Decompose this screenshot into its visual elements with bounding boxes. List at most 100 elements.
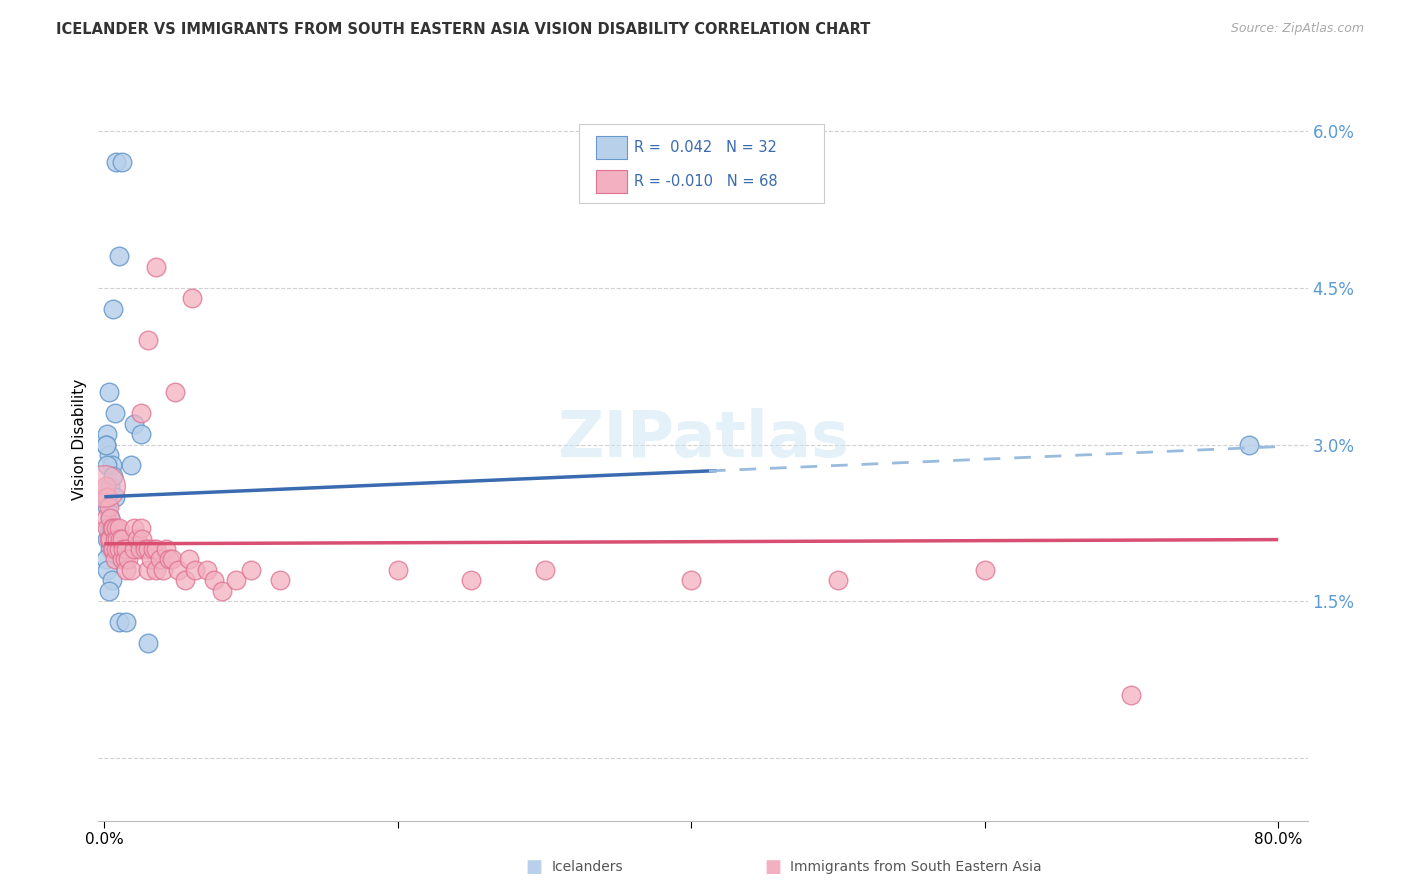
Point: [101, 541, 124, 556]
Point: [174, 574, 197, 588]
Point: [129, 521, 152, 535]
Point: [100, 541, 122, 556]
Point: [97, 583, 120, 598]
Point: [120, 458, 142, 473]
Point: [98, 541, 121, 556]
Point: [136, 333, 159, 347]
Point: [115, 541, 138, 556]
Point: [387, 563, 409, 577]
Point: [94, 479, 117, 493]
Point: [105, 541, 128, 556]
Point: [141, 552, 163, 566]
Point: [225, 574, 247, 588]
Point: [163, 385, 186, 400]
Point: [202, 574, 225, 588]
Point: [98, 532, 121, 546]
Point: [122, 521, 145, 535]
Point: [94, 437, 117, 451]
Point: [152, 563, 174, 577]
Point: [533, 563, 555, 577]
Point: [101, 301, 124, 316]
Point: [103, 552, 125, 566]
Point: [94, 552, 117, 566]
Point: [157, 552, 180, 566]
Point: [136, 636, 159, 650]
Point: [108, 250, 131, 264]
Point: [94, 437, 117, 451]
Point: [96, 563, 118, 577]
Point: [115, 615, 138, 629]
Point: [142, 541, 165, 556]
Point: [98, 510, 121, 524]
Point: [269, 574, 291, 588]
Point: [129, 427, 152, 442]
Point: [103, 490, 125, 504]
Point: [136, 541, 159, 556]
Point: [96, 427, 118, 442]
Point: [103, 532, 125, 546]
Point: [179, 552, 201, 566]
Point: [96, 500, 118, 515]
Point: [97, 385, 120, 400]
Point: [97, 448, 120, 462]
Point: [108, 521, 131, 535]
Point: [110, 532, 132, 546]
Point: [681, 574, 703, 588]
Point: [195, 563, 218, 577]
Text: R = -0.010   N = 68: R = -0.010 N = 68: [634, 174, 778, 189]
Point: [149, 552, 172, 566]
Point: [211, 583, 233, 598]
Point: [101, 521, 124, 535]
Point: [1237, 437, 1260, 451]
Point: [105, 521, 128, 535]
Point: [122, 541, 145, 556]
Point: [184, 563, 207, 577]
Point: [100, 521, 122, 535]
Text: ICELANDER VS IMMIGRANTS FROM SOUTH EASTERN ASIA VISION DISABILITY CORRELATION CH: ICELANDER VS IMMIGRANTS FROM SOUTH EASTE…: [56, 22, 870, 37]
Point: [94, 510, 117, 524]
Point: [96, 532, 118, 546]
Point: [100, 458, 122, 473]
Point: [155, 541, 177, 556]
Point: [114, 552, 136, 566]
Point: [122, 417, 145, 431]
Point: [973, 563, 995, 577]
Text: R =  0.042   N = 32: R = 0.042 N = 32: [634, 140, 776, 155]
Point: [120, 563, 142, 577]
Point: [96, 490, 118, 504]
Y-axis label: Vision Disability: Vision Disability: [72, 379, 87, 500]
Text: Icelanders: Icelanders: [551, 860, 623, 874]
Point: [98, 510, 121, 524]
Text: ZIPatlas: ZIPatlas: [557, 409, 849, 470]
Text: ■: ■: [765, 858, 782, 876]
Point: [96, 521, 118, 535]
Point: [145, 260, 167, 274]
Point: [111, 532, 134, 546]
Point: [129, 406, 152, 420]
Text: Source: ZipAtlas.com: Source: ZipAtlas.com: [1230, 22, 1364, 36]
Point: [460, 574, 482, 588]
Point: [101, 468, 124, 483]
Point: [105, 155, 128, 169]
Point: [94, 490, 117, 504]
Point: [112, 541, 135, 556]
Point: [827, 574, 849, 588]
Point: [97, 532, 120, 546]
Point: [181, 291, 204, 305]
Point: [103, 406, 125, 420]
Point: [115, 563, 138, 577]
Point: [145, 541, 167, 556]
Point: [108, 615, 131, 629]
Point: [136, 563, 159, 577]
Point: [160, 552, 183, 566]
Point: [93, 479, 115, 493]
Point: [128, 541, 150, 556]
Point: [240, 563, 263, 577]
Text: ■: ■: [526, 858, 543, 876]
Point: [145, 563, 167, 577]
Point: [97, 521, 120, 535]
Point: [96, 458, 118, 473]
Point: [1121, 688, 1143, 702]
Point: [100, 574, 122, 588]
Point: [97, 500, 120, 515]
